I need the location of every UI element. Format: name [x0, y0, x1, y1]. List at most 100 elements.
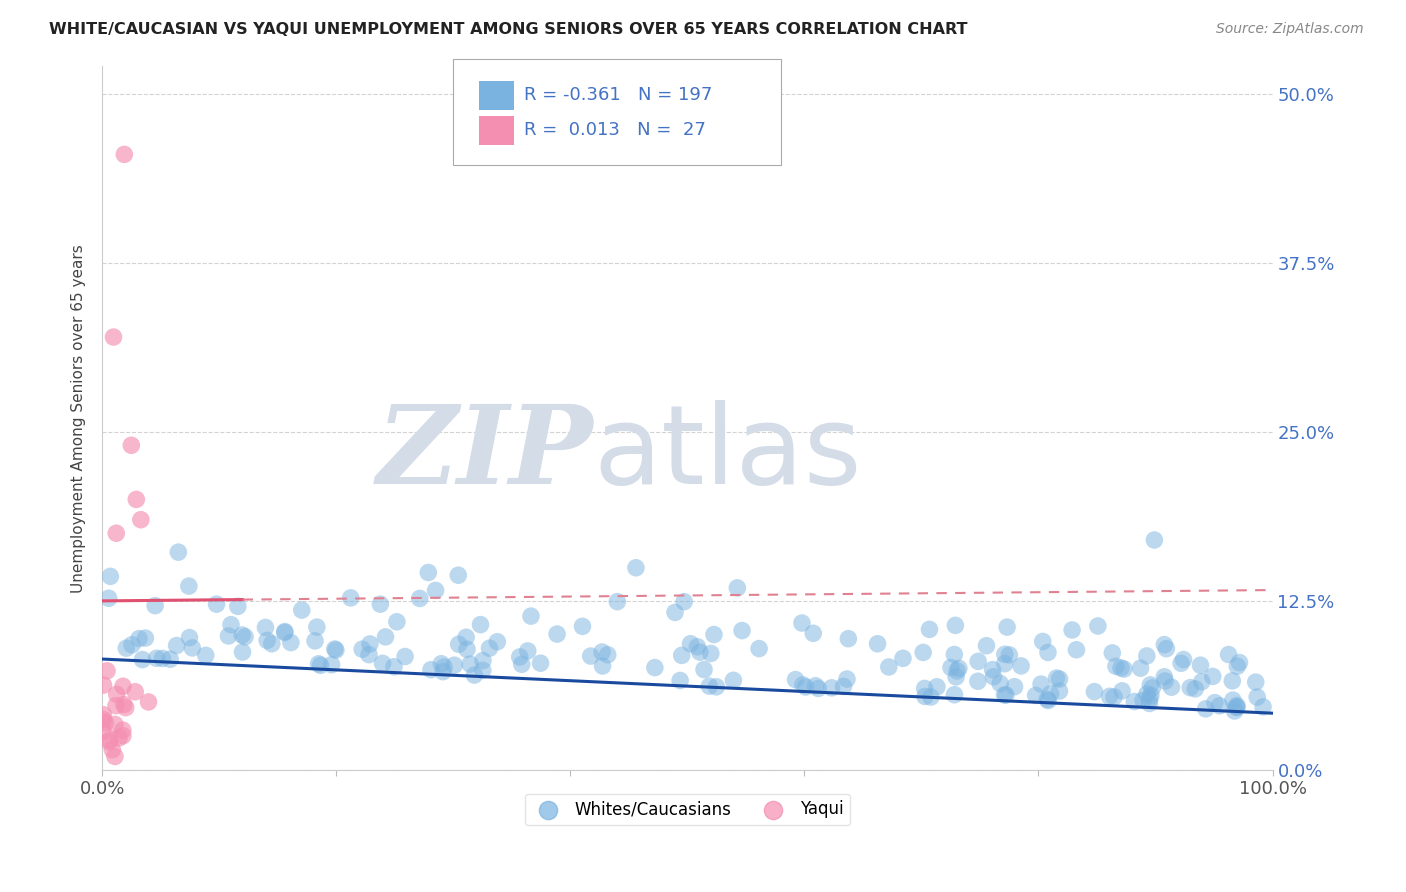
Point: [305, 620, 328, 634]
Point: [994, 688, 1017, 702]
Point: [693, 663, 716, 677]
Text: ZIP: ZIP: [377, 400, 593, 508]
Point: [912, 645, 935, 659]
Point: [821, 681, 844, 695]
Point: [699, 679, 721, 693]
Point: [226, 599, 249, 614]
Point: [792, 678, 814, 692]
Point: [181, 640, 204, 655]
Point: [486, 634, 509, 648]
Point: [219, 617, 242, 632]
Point: [1087, 619, 1109, 633]
Point: [1195, 702, 1218, 716]
Point: [748, 641, 770, 656]
Point: [1098, 690, 1121, 704]
Point: [274, 624, 297, 639]
Point: [1173, 652, 1195, 666]
Point: [939, 660, 962, 674]
Point: [104, 698, 127, 713]
Point: [988, 676, 1011, 690]
Point: [700, 647, 723, 661]
Point: [101, 742, 124, 756]
Point: [231, 645, 253, 659]
Point: [596, 648, 619, 662]
Text: R =  0.013   N =  27: R = 0.013 N = 27: [523, 121, 706, 139]
Point: [998, 648, 1021, 662]
Text: WHITE/CAUCASIAN VS YAQUI UNEMPLOYMENT AMONG SENIORS OVER 65 YEARS CORRELATION CH: WHITE/CAUCASIAN VS YAQUI UNEMPLOYMENT AM…: [49, 22, 967, 37]
Point: [1045, 671, 1067, 685]
Point: [104, 717, 127, 731]
Point: [418, 566, 440, 580]
Point: [1062, 623, 1084, 637]
Point: [1105, 659, 1128, 673]
Point: [321, 657, 343, 672]
Text: atlas: atlas: [593, 400, 862, 507]
Point: [152, 651, 174, 665]
Point: [644, 660, 666, 674]
Point: [1222, 693, 1244, 707]
Point: [1049, 672, 1071, 686]
Point: [478, 641, 501, 656]
Point: [943, 688, 966, 702]
Point: [447, 568, 470, 582]
Point: [309, 658, 332, 673]
Point: [1032, 634, 1054, 648]
Point: [571, 619, 593, 633]
Point: [866, 637, 889, 651]
Point: [1156, 641, 1178, 656]
Point: [432, 665, 454, 679]
Point: [529, 656, 551, 670]
Point: [1101, 646, 1123, 660]
Point: [1109, 661, 1132, 675]
Point: [97, 591, 120, 606]
Point: [274, 625, 297, 640]
Point: [339, 591, 361, 605]
Point: [948, 661, 970, 675]
Point: [112, 147, 135, 161]
Point: [914, 690, 936, 704]
Point: [105, 687, 128, 701]
Point: [145, 651, 167, 665]
Point: [943, 648, 966, 662]
Point: [394, 649, 416, 664]
Point: [1229, 656, 1251, 670]
Point: [1225, 700, 1247, 714]
Point: [509, 649, 531, 664]
Point: [98, 735, 121, 749]
Point: [946, 664, 969, 678]
Point: [703, 627, 725, 641]
Point: [166, 639, 188, 653]
Point: [124, 685, 146, 699]
Point: [725, 581, 748, 595]
Point: [357, 648, 380, 662]
Point: [689, 645, 711, 659]
Point: [471, 654, 494, 668]
Point: [1136, 648, 1159, 663]
Point: [591, 645, 613, 659]
Point: [624, 561, 647, 575]
Point: [1142, 681, 1164, 695]
Point: [1112, 662, 1135, 676]
Point: [671, 648, 693, 663]
Point: [1004, 680, 1026, 694]
Point: [1218, 648, 1240, 662]
Point: [323, 642, 346, 657]
Point: [679, 637, 702, 651]
Point: [1223, 704, 1246, 718]
Point: [1191, 674, 1213, 689]
Point: [471, 664, 494, 678]
Point: [108, 731, 131, 745]
Point: [704, 680, 727, 694]
Point: [994, 648, 1017, 662]
Point: [1140, 689, 1163, 703]
Point: [260, 637, 283, 651]
Point: [1136, 687, 1159, 701]
Point: [1132, 693, 1154, 707]
Point: [1066, 642, 1088, 657]
Point: [790, 615, 813, 630]
Point: [546, 627, 568, 641]
Point: [115, 641, 138, 656]
Point: [995, 620, 1018, 634]
Point: [1039, 687, 1062, 701]
Point: [1180, 681, 1202, 695]
